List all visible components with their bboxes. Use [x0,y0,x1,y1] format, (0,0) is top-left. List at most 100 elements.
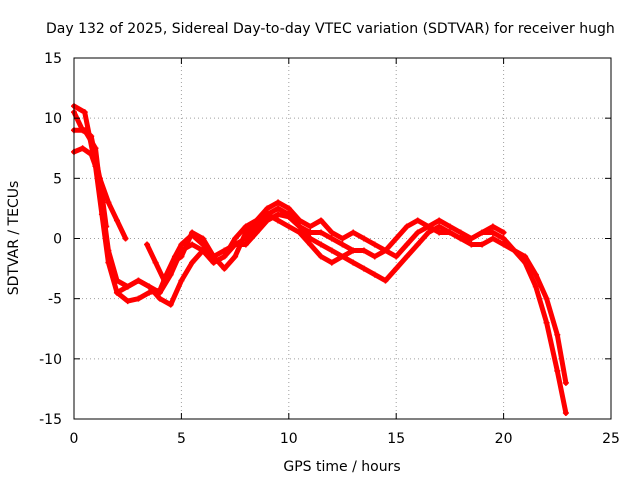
x-tick-label: 20 [495,431,513,447]
data-point [81,109,88,116]
data-point [436,229,443,236]
data-point [264,211,271,218]
data-point [199,235,206,242]
data-point [178,241,185,248]
data-point [285,211,292,218]
data-point [232,253,239,260]
data-point [446,223,453,230]
y-tick-label: 5 [53,171,62,187]
data-point [414,217,421,224]
data-point [479,229,486,236]
data-point [144,241,151,248]
data-point [457,235,464,242]
data-point [79,145,86,152]
data-point [113,277,120,284]
data-point [275,217,282,224]
data-point [500,229,507,236]
data-point [307,241,314,248]
data-point [307,235,314,242]
data-point [296,229,303,236]
data-point [242,223,249,230]
data-point [178,253,185,260]
data-point [543,319,550,326]
x-tick-label: 15 [387,431,405,447]
data-point [103,223,110,230]
data-point [554,367,561,374]
data-point [318,229,325,236]
data-point [382,247,389,254]
chart-title: Day 132 of 2025, Sidereal Day-to-day VTE… [46,21,615,37]
data-point [210,259,217,266]
data-point [285,205,292,212]
data-point [500,235,507,242]
data-point [328,235,335,242]
data-series [71,103,569,416]
data-point [296,217,303,224]
axis-ticks: 0 5 10 15 20 25 -15 -10 -5 0 5 10 15 [39,51,620,447]
data-point [360,247,367,254]
data-point [275,199,282,206]
data-point [264,205,271,212]
data-point [489,235,496,242]
data-point [161,277,168,284]
x-tick-label: 0 [70,431,79,447]
data-point [457,229,464,236]
data-point [275,205,282,212]
data-point [232,235,239,242]
data-point [350,259,357,266]
data-point [350,247,357,254]
data-point [532,283,539,290]
data-point [403,241,410,248]
y-tick-label: 15 [44,51,62,67]
x-tick-label: 10 [280,431,298,447]
data-point [414,229,421,236]
data-point [79,127,86,134]
data-point [253,217,260,224]
data-point [88,133,95,140]
data-point [199,247,206,254]
data-point [500,241,507,248]
data-point [156,289,163,296]
data-point [124,283,131,290]
data-point [189,259,196,266]
data-point [339,253,346,260]
y-tick-label: -10 [39,352,62,368]
data-point [178,277,185,284]
data-point [296,223,303,230]
data-point [468,241,475,248]
data-point [436,223,443,230]
data-point [436,217,443,224]
data-point [403,223,410,230]
data-point [328,259,335,266]
data-point [543,295,550,302]
data-point [124,298,131,305]
data-point [135,295,142,302]
data-point [253,223,260,230]
data-point [371,241,378,248]
y-tick-label: -5 [48,292,62,308]
data-point [339,241,346,248]
data-point [242,229,249,236]
data-point [328,247,335,254]
data-point [446,229,453,236]
data-point [360,235,367,242]
data-point [393,253,400,260]
data-point [210,253,217,260]
data-point [511,247,518,254]
data-point [285,223,292,230]
data-point [169,259,176,266]
data-point [113,217,120,224]
data-point [522,253,529,260]
x-axis-label: GPS time / hours [283,459,400,475]
data-point [562,379,569,386]
data-point [253,229,260,236]
data-point [371,253,378,260]
data-point [489,223,496,230]
data-point [275,211,282,218]
data-point [425,229,432,236]
data-point [393,265,400,272]
data-point [554,331,561,338]
satellite-track-1-trace [71,103,569,416]
data-point [479,241,486,248]
